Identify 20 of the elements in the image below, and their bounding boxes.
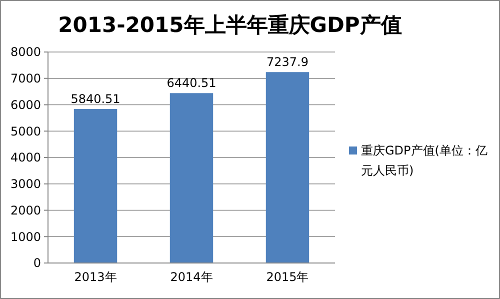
legend-label: 重庆GDP产值(单位：亿元人民币) bbox=[361, 144, 488, 178]
bar bbox=[266, 72, 310, 263]
chart-title: 2013-2015年上半年重庆GDP产值 bbox=[58, 13, 402, 37]
data-label: 6440.51 bbox=[166, 76, 216, 90]
x-tick-label: 2015年 bbox=[266, 270, 309, 284]
bar bbox=[170, 93, 214, 263]
y-tick-label: 5000 bbox=[10, 124, 41, 138]
bar bbox=[74, 108, 118, 263]
y-tick-label: 6000 bbox=[10, 98, 41, 112]
y-tick-label: 4000 bbox=[10, 150, 41, 165]
y-tick-label: 8000 bbox=[10, 45, 41, 60]
x-tick-label: 2014年 bbox=[170, 270, 213, 284]
y-tick-label: 2000 bbox=[10, 203, 41, 218]
y-tick-label: 3000 bbox=[10, 177, 41, 192]
y-tick-label: 1000 bbox=[10, 230, 41, 244]
x-tick-label: 2013年 bbox=[74, 270, 117, 284]
data-label: 5840.51 bbox=[70, 92, 120, 106]
data-label: 7237.9 bbox=[266, 55, 308, 70]
y-tick-label: 0 bbox=[33, 256, 41, 270]
y-tick-label: 7000 bbox=[10, 72, 41, 86]
